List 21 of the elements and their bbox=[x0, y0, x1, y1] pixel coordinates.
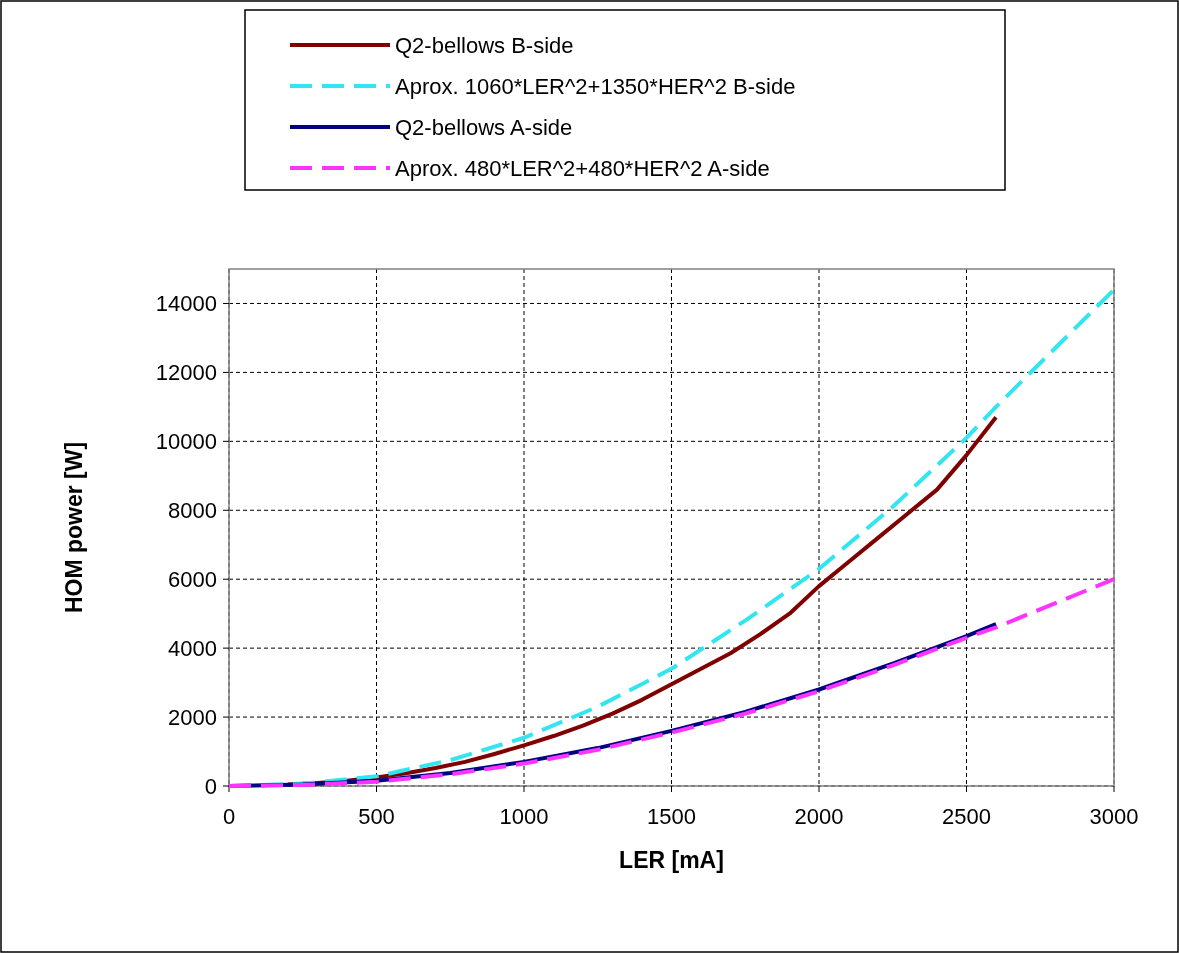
y-tick-label: 6000 bbox=[168, 566, 217, 592]
legend-label: Q2-bellows A-side bbox=[395, 114, 573, 140]
x-tick-label: 1500 bbox=[647, 804, 696, 829]
x-tick-label: 0 bbox=[222, 804, 236, 829]
y-tick-label: 0 bbox=[204, 773, 217, 799]
x-tick-label: 1000 bbox=[499, 804, 549, 829]
y-axis-title: HOM power [W] bbox=[61, 441, 87, 614]
legend-label: Q2-bellows B-side bbox=[395, 32, 574, 58]
x-axis-title: LER [mA] bbox=[619, 847, 724, 873]
x-tick-label: 3000 bbox=[1089, 804, 1139, 829]
legend-label: Aprox. 1060*LER^2+1350*HER^2 B-side bbox=[395, 73, 796, 99]
y-tick-label: 2000 bbox=[168, 704, 217, 730]
x-tick-label: 2000 bbox=[794, 804, 844, 829]
x-tick-label: 500 bbox=[358, 804, 395, 829]
legend-label: Aprox. 480*LER^2+480*HER^2 A-side bbox=[395, 155, 770, 181]
y-tick-label: 14000 bbox=[155, 291, 217, 317]
x-tick-label: 2500 bbox=[942, 804, 991, 829]
y-tick-label: 12000 bbox=[155, 360, 217, 386]
y-tick-label: 4000 bbox=[168, 635, 217, 661]
y-tick-label: 8000 bbox=[168, 497, 217, 523]
y-tick-label: 10000 bbox=[155, 429, 217, 455]
